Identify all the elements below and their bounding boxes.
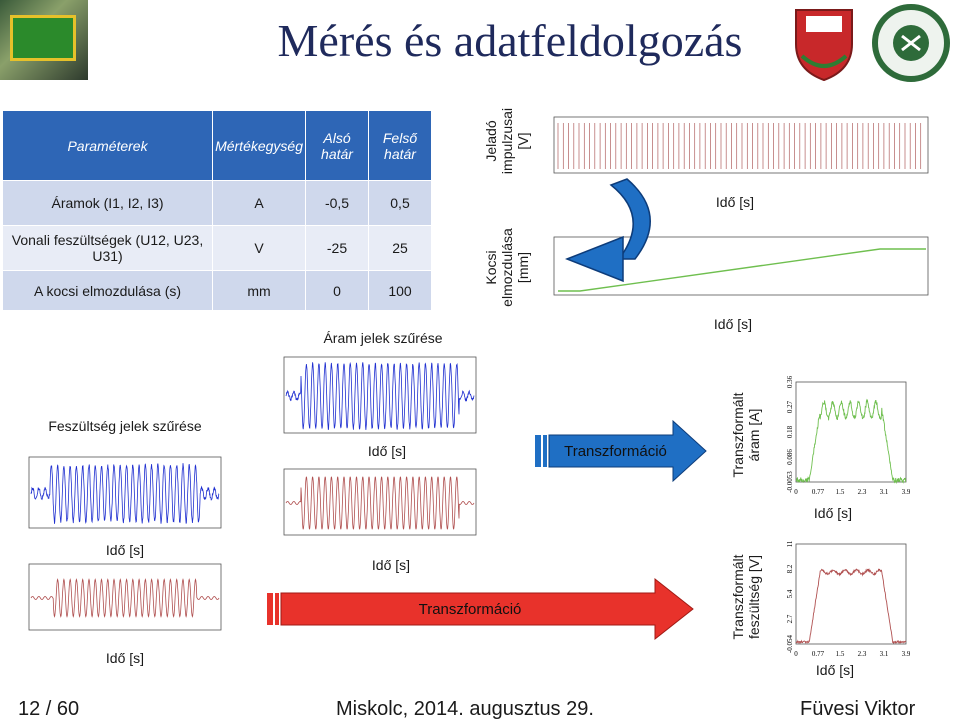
cell-param: Áramok (I1, I2, I3): [3, 181, 213, 226]
cell-unit: A: [213, 181, 306, 226]
label-ido-cur: Idő [s]: [352, 443, 422, 459]
curved-arrow: [565, 175, 675, 295]
label-ido-volt2: Idő [s]: [90, 650, 160, 666]
tick-label: 0.086: [786, 449, 794, 465]
tick-label: 1.5: [836, 650, 845, 658]
slide-title: Mérés és adatfeldolgozás: [190, 14, 830, 67]
header-mertekegyseg: Mértékegység: [213, 111, 306, 181]
tick-label: 0.77: [812, 488, 825, 496]
transform-label-voltage: Transzformáció: [380, 601, 560, 618]
table-row: Áramok (I1, I2, I3) A -0,5 0,5: [3, 181, 432, 226]
transform-label-current: Transzformáció: [553, 443, 678, 460]
cell-param: A kocsi elmozdulása (s): [3, 271, 213, 311]
tick-label: 0: [794, 650, 798, 658]
tick-label: 2.3: [858, 650, 867, 658]
label-jelado-impulzusai: Jeladó impulzusai [V]: [483, 102, 531, 180]
label-transzformalt-aram: Transzformált áram [A]: [730, 380, 762, 490]
tick-label: 3.9: [902, 650, 910, 658]
tick-label: 0.18: [786, 425, 794, 438]
tick-label: 0.27: [786, 400, 794, 413]
parameter-table: Paraméterek Mértékegység Alsó határ Fels…: [2, 110, 432, 311]
header-felso-hatar: Felső határ: [369, 111, 432, 181]
tick-label: 0.36: [786, 376, 794, 388]
cell-param: Vonali feszültségek (U12, U23, U31): [3, 226, 213, 271]
label-ido-volt1: Idő [s]: [90, 542, 160, 558]
label-feszultseg-jelek-szurese: Feszültség jelek szűrése: [40, 418, 210, 434]
tick-label: 1.5: [836, 488, 845, 496]
table-row: A kocsi elmozdulása (s) mm 0 100: [3, 271, 432, 311]
label-ido-mid2: Idő [s]: [356, 557, 426, 573]
tick-label: 2.7: [786, 614, 794, 623]
cell-unit: mm: [213, 271, 306, 311]
footer-date: Miskolc, 2014. augusztus 29.: [336, 698, 594, 721]
current-filtered-signal-plot: [270, 467, 480, 547]
tick-label: 3.9: [902, 488, 910, 496]
cell-low: 0: [306, 271, 369, 311]
table-row: Vonali feszültségek (U12, U23, U31) V -2…: [3, 226, 432, 271]
faculty-logo: [872, 4, 950, 82]
tick-label: -0.0053: [786, 471, 794, 493]
tick-label: 8.2: [786, 564, 794, 573]
tick-label: 3.1: [880, 488, 889, 496]
page-number: 12 / 60: [18, 698, 79, 721]
header-also-hatar: Alsó határ: [306, 111, 369, 181]
cell-low: -25: [306, 226, 369, 271]
label-kocsi-elmozdulasa: Kocsi elmozdulása [mm]: [483, 220, 531, 315]
lab-photo: [0, 0, 88, 80]
transformed-current-plot: 0.36 0.27 0.18 0.086 -0.0053 0 0.77 1.5 2.3 3.1 3.…: [770, 376, 910, 501]
label-ido-tr-volt: Idő [s]: [800, 662, 870, 678]
tick-label: 0.77: [812, 650, 825, 658]
cell-unit: V: [213, 226, 306, 271]
tick-label: 11: [786, 540, 794, 547]
label-ido-disp: Idő [s]: [698, 316, 768, 332]
cell-high: 0,5: [369, 181, 432, 226]
tick-label: 2.3: [858, 488, 867, 496]
label-transzformalt-feszultseg: Transzformált feszültség [V]: [730, 542, 762, 652]
tick-label: -0.054: [786, 634, 794, 653]
current-raw-signal-plot: [270, 355, 480, 445]
header-parameterek: Paraméterek: [3, 111, 213, 181]
footer-author: Füvesi Viktor: [800, 698, 915, 721]
tick-label: 5.4: [786, 589, 794, 598]
cell-low: -0,5: [306, 181, 369, 226]
voltage-raw-signal-plot: [15, 455, 225, 540]
voltage-filtered-signal-plot: [15, 562, 225, 642]
tick-label: 0: [794, 488, 798, 496]
label-ido-top: Idő [s]: [700, 194, 770, 210]
label-ido-tr-cur: Idő [s]: [798, 505, 868, 521]
tick-label: 3.1: [880, 650, 889, 658]
label-aram-jelek-szurese: Áram jelek szűrése: [308, 330, 458, 346]
transformed-voltage-plot: 11 8.2 5.4 2.7 -0.054 0 0.77 1.5 2.3 3.1 3.9: [770, 538, 910, 663]
cell-high: 25: [369, 226, 432, 271]
cell-high: 100: [369, 271, 432, 311]
